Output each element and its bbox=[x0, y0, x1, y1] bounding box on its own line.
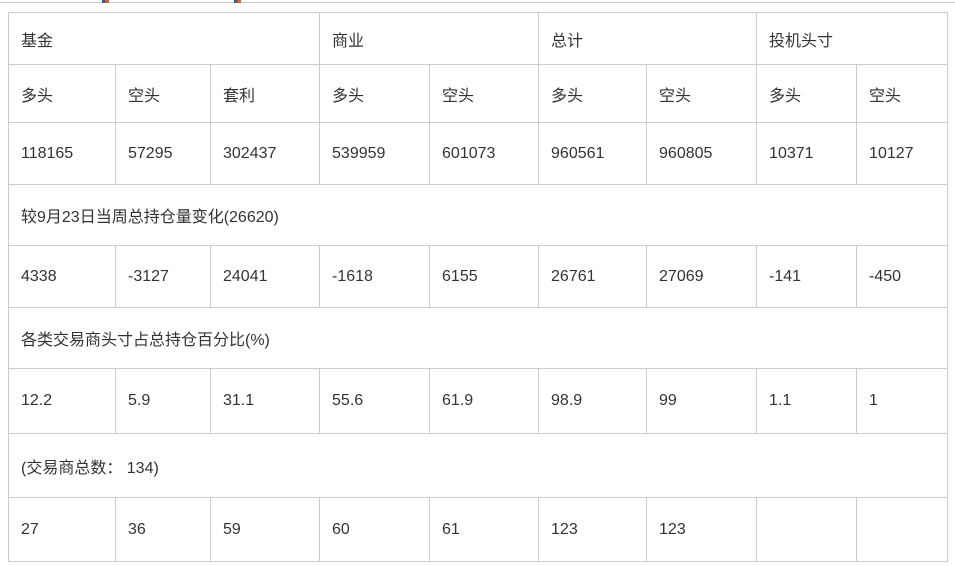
data-cell: 960805 bbox=[646, 122, 758, 185]
subheader-row: 多头 空头 套利 多头 空头 多头 空头 多头 空头 bbox=[8, 64, 949, 123]
subheader-cell: 多头 bbox=[8, 64, 116, 123]
data-cell: 27 bbox=[8, 497, 116, 562]
section-label: 各类交易商头寸占总持仓百分比(%) bbox=[7, 307, 949, 369]
data-cell: 12.2 bbox=[8, 368, 116, 434]
data-cell: 26761 bbox=[538, 245, 648, 308]
traders-row: 27 36 59 60 61 123 123 bbox=[8, 497, 949, 562]
data-cell: 27069 bbox=[646, 245, 758, 308]
data-cell: 601073 bbox=[429, 122, 540, 185]
group-header-row: 基金 商业 总计 投机头寸 bbox=[7, 12, 949, 65]
data-cell: 55.6 bbox=[319, 368, 431, 434]
section-row-percent: 各类交易商头寸占总持仓百分比(%) bbox=[7, 307, 949, 369]
subheader-cell: 空头 bbox=[115, 64, 211, 123]
data-cell: 123 bbox=[646, 497, 758, 562]
data-cell: 6155 bbox=[429, 245, 540, 308]
data-cell: 10127 bbox=[856, 122, 949, 185]
data-cell: 302437 bbox=[209, 122, 321, 185]
group-header-fund: 基金 bbox=[7, 12, 321, 65]
subheader-cell: 多头 bbox=[756, 64, 858, 123]
data-cell: 539959 bbox=[319, 122, 431, 185]
subheader-cell: 空头 bbox=[856, 64, 949, 123]
clipped-text-fragment bbox=[234, 0, 241, 3]
subheader-cell: 空头 bbox=[646, 64, 758, 123]
data-cell: 31.1 bbox=[209, 368, 321, 434]
data-cell: 61 bbox=[429, 497, 540, 562]
group-header-commercial: 商业 bbox=[319, 12, 540, 65]
data-cell: -450 bbox=[856, 245, 949, 308]
positions-row: 118165 57295 302437 539959 601073 960561… bbox=[8, 122, 949, 185]
data-cell: 118165 bbox=[8, 122, 116, 185]
data-cell: 4338 bbox=[8, 245, 116, 308]
subheader-cell: 多头 bbox=[538, 64, 648, 123]
data-cell: 61.9 bbox=[429, 368, 540, 434]
subheader-cell: 空头 bbox=[429, 64, 540, 123]
data-cell: 57295 bbox=[115, 122, 211, 185]
group-header-total: 总计 bbox=[538, 12, 758, 65]
data-cell bbox=[856, 497, 949, 562]
subheader-cell: 多头 bbox=[319, 64, 431, 123]
data-cell: 1 bbox=[856, 368, 949, 434]
data-cell: 24041 bbox=[209, 245, 321, 308]
data-cell: 123 bbox=[538, 497, 648, 562]
data-cell: 99 bbox=[646, 368, 758, 434]
section-row-traders: (交易商总数： 134) bbox=[7, 433, 949, 498]
data-cell: -1618 bbox=[319, 245, 431, 308]
clipped-text-fragment bbox=[102, 0, 109, 3]
subheader-cell: 套利 bbox=[209, 64, 321, 123]
data-cell: 36 bbox=[115, 497, 211, 562]
data-cell: -3127 bbox=[115, 245, 211, 308]
data-cell: 98.9 bbox=[538, 368, 648, 434]
changes-row: 4338 -3127 24041 -1618 6155 26761 27069 … bbox=[8, 245, 949, 308]
section-label: (交易商总数： 134) bbox=[7, 433, 949, 498]
section-label: 较9月23日当周总持仓量变化(26620) bbox=[7, 184, 949, 246]
percents-row: 12.2 5.9 31.1 55.6 61.9 98.9 99 1.1 1 bbox=[8, 368, 949, 434]
data-cell: 59 bbox=[209, 497, 321, 562]
cot-positions-table: 基金 商业 总计 投机头寸 多头 空头 套利 多头 空头 多头 空头 多头 空头… bbox=[7, 12, 949, 562]
group-header-speculative: 投机头寸 bbox=[756, 12, 949, 65]
data-cell: 10371 bbox=[756, 122, 858, 185]
data-cell: 960561 bbox=[538, 122, 648, 185]
data-cell: 5.9 bbox=[115, 368, 211, 434]
section-row-change: 较9月23日当周总持仓量变化(26620) bbox=[7, 184, 949, 246]
clipped-row-divider bbox=[0, 2, 955, 3]
data-cell: -141 bbox=[756, 245, 858, 308]
data-cell bbox=[756, 497, 858, 562]
data-cell: 60 bbox=[319, 497, 431, 562]
data-cell: 1.1 bbox=[756, 368, 858, 434]
